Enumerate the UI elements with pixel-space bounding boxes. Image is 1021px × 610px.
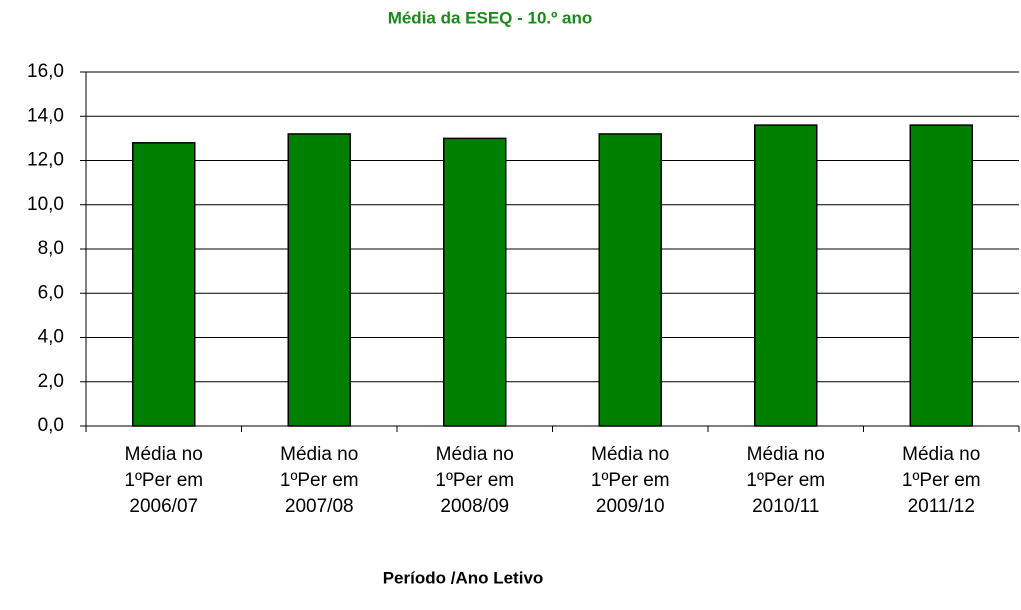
x-axis-label: Período /Ano Letivo: [383, 568, 544, 587]
bar: [598, 133, 662, 427]
bar: [132, 142, 196, 427]
y-tick-label: 8,0: [38, 238, 64, 259]
x-tick-label: Média no 1ºPer em 2011/12: [901, 444, 981, 517]
y-tick-label: 0,0: [38, 415, 64, 436]
y-tick-label: 4,0: [38, 327, 64, 348]
x-tick-label: Média no 1ºPer em 2010/11: [746, 444, 826, 517]
x-tick-label: Média no 1ºPer em 2009/10: [590, 444, 670, 517]
chart-title: Média da ESEQ - 10.º ano: [388, 8, 593, 27]
bar: [443, 137, 507, 427]
bar: [287, 133, 351, 427]
y-tick-label: 16,0: [27, 61, 64, 82]
y-tick-label: 10,0: [27, 194, 64, 215]
bar: [754, 124, 818, 427]
x-tick-label: Média no 1ºPer em 2007/08: [279, 444, 359, 517]
y-tick-label: 2,0: [38, 371, 64, 392]
y-tick-label: 12,0: [27, 150, 64, 171]
y-tick-label: 6,0: [38, 282, 64, 303]
y-tick-label: 14,0: [27, 105, 64, 126]
bar: [909, 124, 973, 427]
x-tick-label: Média no 1ºPer em 2008/09: [435, 444, 515, 517]
x-tick-label: Média no 1ºPer em 2006/07: [124, 444, 204, 517]
